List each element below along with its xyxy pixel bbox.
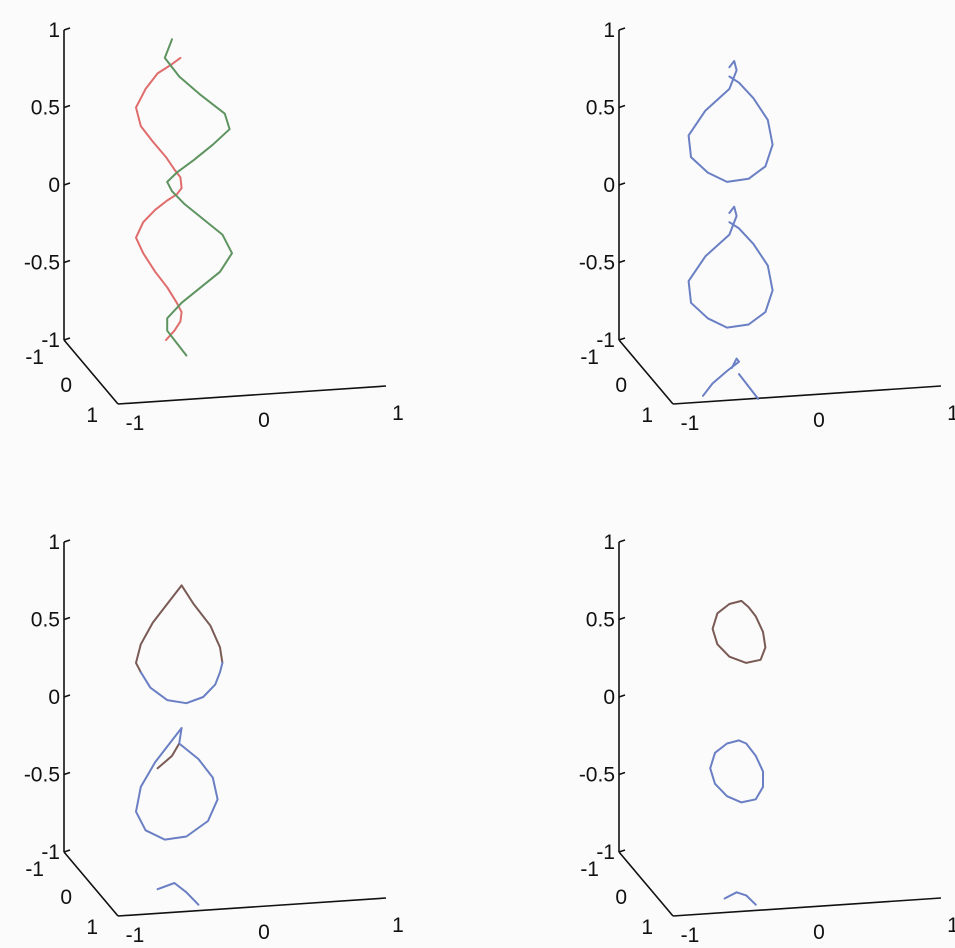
z-tick-label: -1: [41, 841, 60, 864]
y-tick-label: 0: [60, 886, 72, 909]
y-tick-label: 0: [60, 374, 72, 397]
series-0-curve-2: [702, 357, 740, 397]
z-tick-mark: [618, 616, 626, 621]
series-0-curve-0: [687, 60, 774, 183]
series-0-curve-0: [135, 584, 183, 674]
y-axis-line: [63, 851, 119, 917]
x-tick-label: 0: [813, 409, 825, 432]
z-tick-label: -0.5: [579, 252, 615, 275]
x-tick-label: -1: [681, 924, 700, 947]
z-tick-label: 1: [48, 531, 60, 554]
y-tick-label: 1: [641, 404, 653, 427]
z-tick-label: -1: [41, 329, 60, 352]
z-tick-label: -1: [596, 329, 615, 352]
x-axis-line: [672, 385, 942, 405]
z-tick-mark: [63, 616, 71, 621]
x-tick-label: 0: [258, 409, 270, 432]
y-tick-label: 1: [86, 404, 98, 427]
z-tick-label: 0: [603, 174, 615, 197]
x-tick-label: 0: [813, 921, 825, 944]
z-tick-mark: [63, 259, 71, 264]
series-1-curve: [163, 38, 233, 357]
y-tick-label: -1: [25, 346, 44, 369]
z-tick-label: 0.5: [31, 609, 60, 632]
y-tick-label: -1: [580, 858, 599, 881]
z-tick-mark: [618, 27, 626, 31]
z-tick-mark: [63, 337, 71, 341]
x-tick-label: 0: [258, 921, 270, 944]
x-tick-label: 1: [392, 914, 404, 937]
z-tick-mark: [63, 849, 71, 853]
z-tick-mark: [618, 849, 626, 853]
y-tick-label: 0: [615, 886, 627, 909]
x-axis-line: [117, 385, 387, 405]
z-tick-mark: [618, 694, 626, 698]
z-tick-mark: [618, 259, 626, 264]
series-1-curve-1: [723, 891, 757, 906]
z-tick-mark: [63, 539, 71, 543]
z-tick-label: 1: [603, 19, 615, 42]
series-1-curve-2: [156, 882, 200, 906]
z-tick-label: 1: [48, 19, 60, 42]
z-tick-label: 0: [48, 686, 60, 709]
y-axis-line: [618, 339, 674, 405]
z-tick-mark: [618, 337, 626, 341]
z-tick-label: 0.5: [586, 97, 615, 120]
x-tick-label: -1: [126, 924, 145, 947]
z-tick-label: 0.5: [31, 97, 60, 120]
series-1-curve-1: [135, 727, 219, 841]
z-tick-label: 0.5: [586, 609, 615, 632]
series-0-curve-2: [156, 742, 181, 770]
y-axis-line: [618, 851, 674, 917]
x-axis-line: [117, 897, 387, 917]
z-tick-label: -0.5: [24, 764, 60, 787]
z-tick-mark: [618, 771, 626, 776]
y-tick-label: 0: [615, 374, 627, 397]
x-tick-label: 1: [947, 914, 955, 937]
x-axis-line: [672, 897, 942, 917]
x-tick-label: -1: [681, 412, 700, 435]
y-axis-line: [63, 339, 119, 405]
z-tick-mark: [618, 539, 626, 543]
z-tick-label: 0: [603, 686, 615, 709]
x-tick-label: 1: [392, 402, 404, 425]
series-1-curve-0: [139, 661, 224, 705]
series-0-curve-1: [180, 584, 224, 664]
y-tick-label: -1: [25, 858, 44, 881]
series-0-curve-1: [687, 205, 774, 329]
y-tick-label: 1: [86, 916, 98, 939]
panel-top-left: 10.50-0.5-1-101 -1 0 1: [24, 19, 404, 435]
z-tick-label: -1: [596, 841, 615, 864]
panel-top-right: 10.50-0.5-1-101 -1 0 1: [579, 19, 955, 435]
z-tick-mark: [63, 27, 71, 31]
z-tick-label: -0.5: [24, 252, 60, 275]
series-0-curve-0: [711, 599, 767, 664]
y-tick-label: -1: [580, 346, 599, 369]
z-tick-mark: [618, 104, 626, 109]
series-0-curve-3: [738, 373, 760, 400]
panel-bottom-right: 10.50-0.5-1-101 -1 0 1: [579, 531, 955, 947]
y-tick-label: 1: [641, 916, 653, 939]
panel-bottom-left: 10.50-0.5-1-101 -1 0 1: [24, 531, 404, 947]
z-tick-mark: [63, 771, 71, 776]
z-tick-label: 0: [48, 174, 60, 197]
z-tick-mark: [63, 104, 71, 109]
z-tick-label: -0.5: [579, 764, 615, 787]
z-tick-mark: [618, 182, 626, 186]
z-tick-mark: [63, 182, 71, 186]
z-tick-label: 1: [603, 531, 615, 554]
x-tick-label: 1: [947, 402, 955, 425]
series-1-curve-0: [709, 739, 764, 804]
x-tick-label: -1: [126, 412, 145, 435]
series-0-curve: [135, 56, 183, 341]
z-tick-mark: [63, 694, 71, 698]
